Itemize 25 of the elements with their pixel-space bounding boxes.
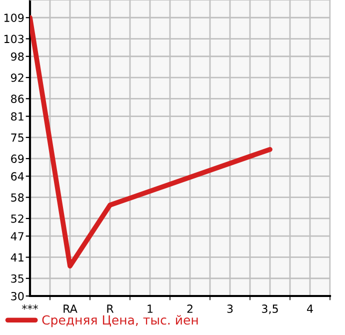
y-tick-label: 69 — [11, 154, 24, 163]
y-tick-label: 86 — [11, 94, 24, 104]
y-tick-label: 98 — [11, 52, 24, 61]
y-tick-label: 64 — [11, 172, 24, 181]
y-tick-label: 58 — [11, 193, 24, 202]
x-tick-label: RA — [64, 304, 78, 313]
x-tick-label: R — [107, 304, 114, 313]
x-tick-label: 3,5 — [262, 304, 278, 314]
y-tick-label: 30 — [11, 292, 24, 300]
y-tick-label: 103 — [4, 34, 24, 44]
y-tick-label: 92 — [11, 74, 24, 82]
y-tick-label: 75 — [11, 134, 24, 142]
y-tick-label: 81 — [11, 112, 24, 121]
legend-label: Средняя Цена, тыс. йен — [42, 315, 198, 328]
x-tick-label: 2 — [187, 304, 192, 313]
y-tick-label: 47 — [10, 232, 24, 240]
y-tick-label: 35 — [11, 274, 24, 283]
x-tick-label: 1 — [148, 304, 153, 313]
line-series — [30, 15, 272, 268]
x-tick-label: 3 — [227, 304, 233, 313]
x-tick-label: 4 — [307, 304, 313, 313]
y-tick-label: 52 — [11, 214, 24, 223]
y-tick-label: 41 — [10, 253, 24, 262]
x-tick-label: *** — [22, 304, 38, 310]
y-tick-label: 109 — [4, 14, 24, 22]
